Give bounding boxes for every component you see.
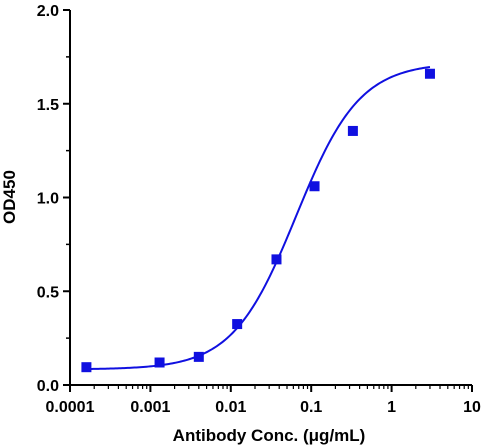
axes [63,9,473,392]
y-axis-title: OD450 [0,170,19,224]
y-tick-label: 0.0 [37,378,59,395]
x-tick-label: 0.0001 [46,399,95,416]
y-tick-label: 2.0 [37,3,59,20]
data-point [81,362,92,373]
data-point [193,351,204,362]
fit-curve [86,65,431,371]
x-tick-label: 0.001 [130,399,170,416]
data-point [154,357,165,368]
x-tick-label: 1 [387,399,396,416]
data-point [347,125,358,136]
y-tick-label: 0.5 [37,284,59,301]
x-tick-label: 10 [463,399,481,416]
x-tick-label: 0.01 [215,399,246,416]
tick-labels: 0.0 0.5 1.0 1.5 2.0 0.0001 0.001 0.01 0.1 1 10 [37,3,481,416]
data-point [424,68,435,79]
x-axis-title: Antibody Conc. (μg/mL) [173,426,366,445]
x-tick-label: 0.1 [300,399,322,416]
y-tick-label: 1.5 [37,97,59,114]
data-point [271,254,282,265]
data-point [232,319,243,330]
plot-area [81,65,435,373]
data-point [309,181,320,192]
y-tick-label: 1.0 [37,191,59,208]
